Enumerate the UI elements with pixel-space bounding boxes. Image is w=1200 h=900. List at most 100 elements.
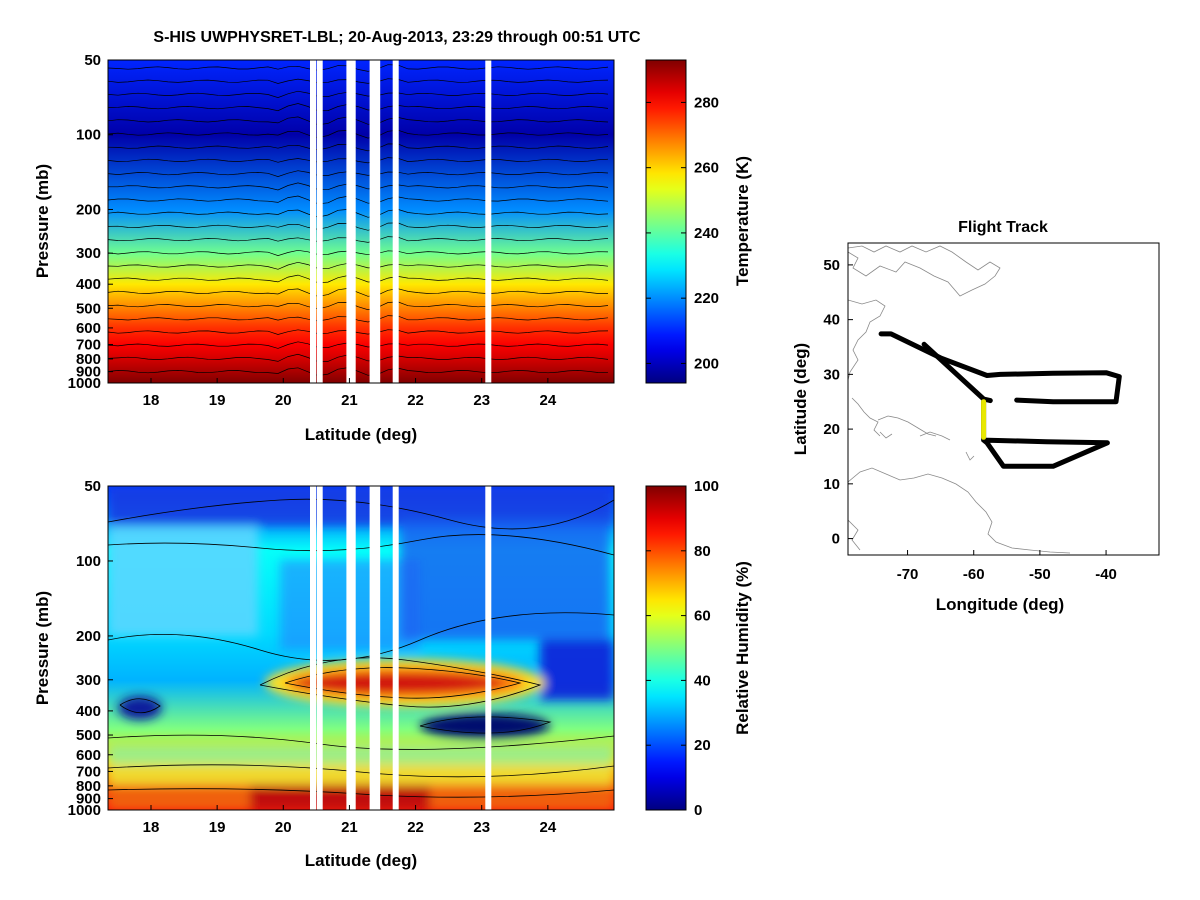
y-tick-label: 200 — [76, 201, 101, 218]
y-tick-label: 800 — [76, 778, 101, 795]
x-tick-label: 20 — [275, 819, 292, 836]
humidity-x-ticks: 18 19 20 21 22 23 24 — [143, 805, 557, 836]
temperature-contour — [108, 209, 609, 218]
temperature-contour — [108, 315, 609, 323]
humidity-contour — [119, 698, 161, 714]
humidity-contour — [108, 788, 614, 798]
figure-title: S-HIS UWPHYSRET-LBL; 20-Aug-2013, 23:29 … — [153, 29, 641, 46]
temperature-contours — [108, 64, 609, 376]
temperature-contour — [108, 329, 609, 335]
temperature-contour — [108, 64, 609, 72]
x-tick-label: -60 — [963, 566, 985, 583]
x-tick-label: 22 — [407, 392, 424, 409]
humidity-contour — [419, 716, 552, 734]
temperature-colorbar-ticks: 200 220 240 260 280 — [646, 94, 719, 372]
y-tick-label: 1000 — [68, 802, 101, 819]
flight-track-line — [878, 331, 1122, 405]
missing-data-column — [310, 486, 316, 810]
missing-data-column — [316, 486, 323, 810]
flight-track-x-label: Longitude (deg) — [936, 595, 1064, 614]
missing-data-column — [316, 60, 323, 383]
temperature-contour — [108, 367, 609, 376]
x-tick-label: -50 — [1029, 566, 1051, 583]
x-tick-label: 21 — [341, 819, 358, 836]
x-tick-label: 21 — [341, 392, 358, 409]
y-tick-label: 1000 — [68, 375, 101, 392]
y-tick-label: 400 — [76, 703, 101, 720]
colorbar-tick-label: 40 — [694, 672, 711, 689]
humidity-colorbar — [645, 485, 687, 811]
humidity-missing-data — [310, 486, 492, 810]
x-tick-label: -70 — [897, 566, 919, 583]
flight-track-y-label: Latitude (deg) — [791, 343, 810, 455]
humidity-y-label: Pressure (mb) — [33, 591, 52, 705]
temperature-x-ticks: 18 19 20 21 22 23 24 — [143, 378, 557, 409]
temperature-axes-box — [107, 59, 615, 384]
y-tick-label: 30 — [823, 366, 840, 383]
humidity-contour — [108, 764, 614, 778]
y-tick-label: 300 — [76, 672, 101, 689]
flight-track-line — [921, 341, 993, 404]
temperature-contour — [108, 274, 609, 284]
y-tick-label: 400 — [76, 276, 101, 293]
colorbar-tick-label: 260 — [694, 160, 719, 177]
flight-track-y-ticks: 0 10 20 30 40 50 — [823, 257, 853, 548]
colorbar-tick-label: 20 — [694, 737, 711, 754]
flight-track-panel: Flight Track -70 -60 -50 -40 0 10 20 30 40 50 Lo… — [791, 219, 1160, 614]
temperature-contour — [108, 236, 609, 243]
humidity-colorbar-ticks: 0 20 40 60 80 100 — [646, 478, 719, 819]
temperature-panel: 18 19 20 21 22 23 24 50 100 200 300 400 500 60070080… — [33, 52, 752, 444]
x-tick-label: 18 — [143, 819, 160, 836]
colorbar-tick-label: 280 — [694, 94, 719, 111]
temperature-contour — [108, 129, 609, 139]
x-tick-label: 24 — [540, 392, 557, 409]
missing-data-column — [369, 60, 376, 383]
flight-track-title: Flight Track — [958, 219, 1048, 236]
x-tick-label: 24 — [540, 819, 557, 836]
missing-data-column — [349, 60, 356, 383]
humidity-contour — [108, 734, 614, 750]
missing-data-column — [369, 486, 376, 810]
colorbar-tick-label: 100 — [694, 478, 719, 495]
y-tick-label: 100 — [76, 553, 101, 570]
temperature-contour — [108, 170, 609, 177]
humidity-colorbar-label: Relative Humidity (%) — [733, 561, 752, 735]
missing-data-column — [485, 486, 492, 810]
missing-data-column — [485, 60, 492, 383]
y-tick-label: 0 — [832, 531, 840, 548]
x-tick-label: -40 — [1095, 566, 1117, 583]
y-tick-label: 300 — [76, 245, 101, 262]
flight-track-x-ticks: -70 -60 -50 -40 — [897, 550, 1117, 583]
y-tick-label: 50 — [84, 478, 101, 495]
temperature-missing-data — [310, 60, 492, 383]
y-tick-label: 20 — [823, 421, 840, 438]
colorbar-tick-label: 200 — [694, 355, 719, 372]
temperature-contour — [108, 103, 609, 112]
x-tick-label: 23 — [473, 392, 490, 409]
humidity-axes-box — [107, 485, 615, 811]
y-tick-label: 200 — [76, 628, 101, 645]
temperature-contour — [108, 143, 609, 152]
colorbar-tick-label: 60 — [694, 608, 711, 625]
y-tick-label: 10 — [823, 476, 840, 493]
y-tick-label: 50 — [84, 52, 101, 69]
missing-data-column — [310, 60, 316, 383]
y-tick-label: 600 — [76, 747, 101, 764]
colorbar-tick-label: 240 — [694, 225, 719, 242]
temperature-contour — [108, 182, 609, 191]
y-tick-label: 600 — [76, 320, 101, 337]
x-tick-label: 19 — [209, 392, 226, 409]
colorbar-tick-label: 0 — [694, 802, 702, 819]
y-tick-label: 900 — [76, 791, 101, 808]
temperature-contour — [108, 78, 609, 84]
y-tick-label: 40 — [823, 312, 840, 329]
temperature-contour — [108, 90, 609, 98]
y-tick-label: 900 — [76, 364, 101, 381]
humidity-contour — [284, 667, 522, 699]
temperature-contour — [108, 157, 609, 164]
y-tick-label: 100 — [76, 127, 101, 144]
temperature-contour — [108, 249, 609, 256]
x-tick-label: 22 — [407, 819, 424, 836]
